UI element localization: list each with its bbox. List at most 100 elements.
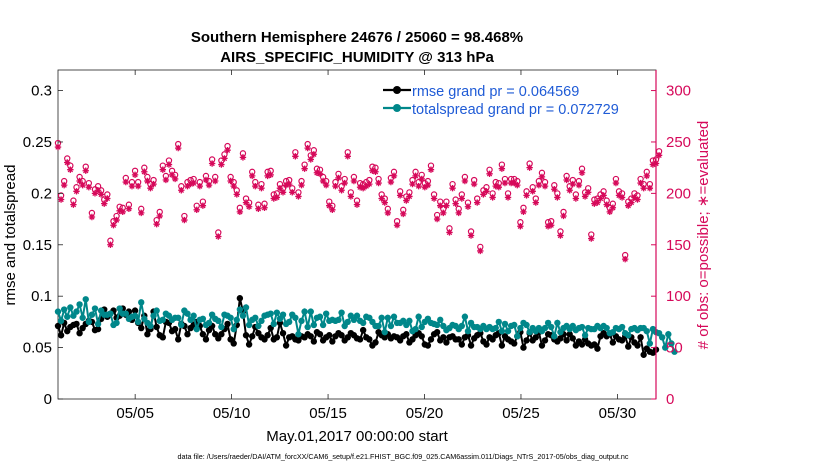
obs-evaluated-point <box>144 177 151 185</box>
spread-point <box>285 318 293 326</box>
spread-point <box>517 324 524 332</box>
obs-evaluated-point <box>600 192 607 199</box>
rmse-point <box>578 341 586 348</box>
obs-evaluated-point <box>517 223 524 230</box>
obs-evaluated-point <box>67 166 74 173</box>
rmse-point <box>171 325 179 333</box>
axis-ticks: 05/05 05/10 05/15 05/20 05/25 05/30 0 0.05 0.1 0.… <box>23 70 691 422</box>
obs-evaluated-point <box>393 222 401 229</box>
obs-evaluated-point <box>504 194 512 201</box>
obs-evaluated-point <box>498 165 506 172</box>
obs-evaluated-point <box>412 172 419 180</box>
spread-point <box>581 332 589 339</box>
obs-evaluated-point <box>273 194 281 201</box>
legend-rmse-marker <box>393 86 401 94</box>
rmse-point <box>316 331 324 338</box>
spread-point <box>292 314 299 321</box>
rmse-point <box>54 322 62 330</box>
obs-evaluated-point <box>119 208 126 216</box>
spread-point <box>344 318 351 326</box>
obs-evaluated-point <box>535 181 543 189</box>
rmse-point <box>94 325 102 333</box>
obs-evaluated-point <box>128 182 136 190</box>
obs-evaluated-point <box>538 173 546 181</box>
obs-evaluated-point <box>480 191 487 198</box>
obs-evaluated-point <box>218 161 225 168</box>
rmse-point <box>248 333 256 340</box>
obs-evaluated-point <box>581 193 589 200</box>
y-tick-label-left: 0.2 <box>31 185 52 202</box>
obs-evaluated-point <box>437 202 444 209</box>
spread-point <box>316 313 324 320</box>
spread-point <box>113 319 120 327</box>
spread-point <box>461 313 469 320</box>
obs-evaluated-point <box>319 177 327 185</box>
spread-point <box>82 296 89 303</box>
chart-title-line1: Southern Hemisphere 24676 / 25060 = 98.4… <box>191 29 523 46</box>
obs-evaluated-point <box>378 195 385 202</box>
spread-point <box>375 322 382 330</box>
spread-point <box>245 321 253 329</box>
rmse-point <box>359 326 367 334</box>
obs-evaluated-point <box>464 203 472 210</box>
obs-evaluated-point <box>208 160 216 167</box>
spread-point <box>73 308 80 315</box>
obs-evaluated-point <box>489 194 496 201</box>
rmse-point <box>372 339 379 346</box>
obs-evaluated-point <box>458 195 466 202</box>
spread-point <box>665 331 672 338</box>
y-tick-label-right: 150 <box>666 237 691 254</box>
obs-evaluated-point <box>153 220 160 228</box>
spread-point <box>236 306 244 313</box>
obs-evaluated-point <box>88 213 96 221</box>
obs-evaluated-point <box>298 181 305 189</box>
obs-evaluated-point <box>594 199 601 206</box>
rmse-point <box>366 336 373 343</box>
spread-point <box>378 314 385 321</box>
rmse-point <box>184 331 191 338</box>
obs-evaluated-point <box>640 185 647 192</box>
obs-evaluated-point <box>187 180 194 188</box>
spread-point <box>273 309 281 316</box>
obs-evaluated-point <box>492 182 499 190</box>
rmse-point <box>202 336 210 343</box>
rmse-point <box>230 340 237 347</box>
obs-evaluated-point <box>165 161 173 168</box>
obs-evaluated-point <box>363 182 370 190</box>
obs-evaluated-point <box>91 190 99 197</box>
spread-point <box>310 321 318 329</box>
spread-point <box>252 314 259 321</box>
obs-evaluated-point <box>461 177 469 185</box>
spread-point <box>218 323 225 331</box>
spread-point <box>322 310 330 317</box>
obs-evaluated-point <box>252 182 259 190</box>
spread-point <box>134 318 142 326</box>
obs-evaluated-point <box>295 193 302 200</box>
obs-evaluated-point <box>554 194 561 201</box>
obs-evaluated-point <box>628 199 635 206</box>
obs-evaluated-point <box>307 156 314 163</box>
obs-evaluated-point <box>514 181 521 189</box>
spread-point <box>335 316 342 324</box>
rmse-point <box>563 337 570 344</box>
obs-evaluated-point <box>212 177 219 185</box>
obs-evaluated-point <box>270 195 277 202</box>
y-tick-label-right: 250 <box>666 134 691 151</box>
spread-point <box>150 312 157 319</box>
spread-point <box>301 308 308 315</box>
obs-evaluated-point <box>606 208 613 216</box>
spread-point <box>76 301 83 308</box>
y-tick-label-right: 200 <box>666 185 691 202</box>
rmse-point <box>218 331 225 338</box>
rmse-point <box>640 351 647 358</box>
spread-point <box>131 312 139 319</box>
rmse-point <box>329 338 336 345</box>
spread-point <box>279 311 287 318</box>
spread-point <box>643 327 650 335</box>
obs-evaluated-point <box>261 204 268 211</box>
obs-evaluated-point <box>396 192 404 199</box>
obs-evaluated-point <box>403 197 410 204</box>
spread-point <box>359 319 367 327</box>
spread-point <box>387 322 395 330</box>
y-tick-label-left: 0.3 <box>31 83 52 100</box>
